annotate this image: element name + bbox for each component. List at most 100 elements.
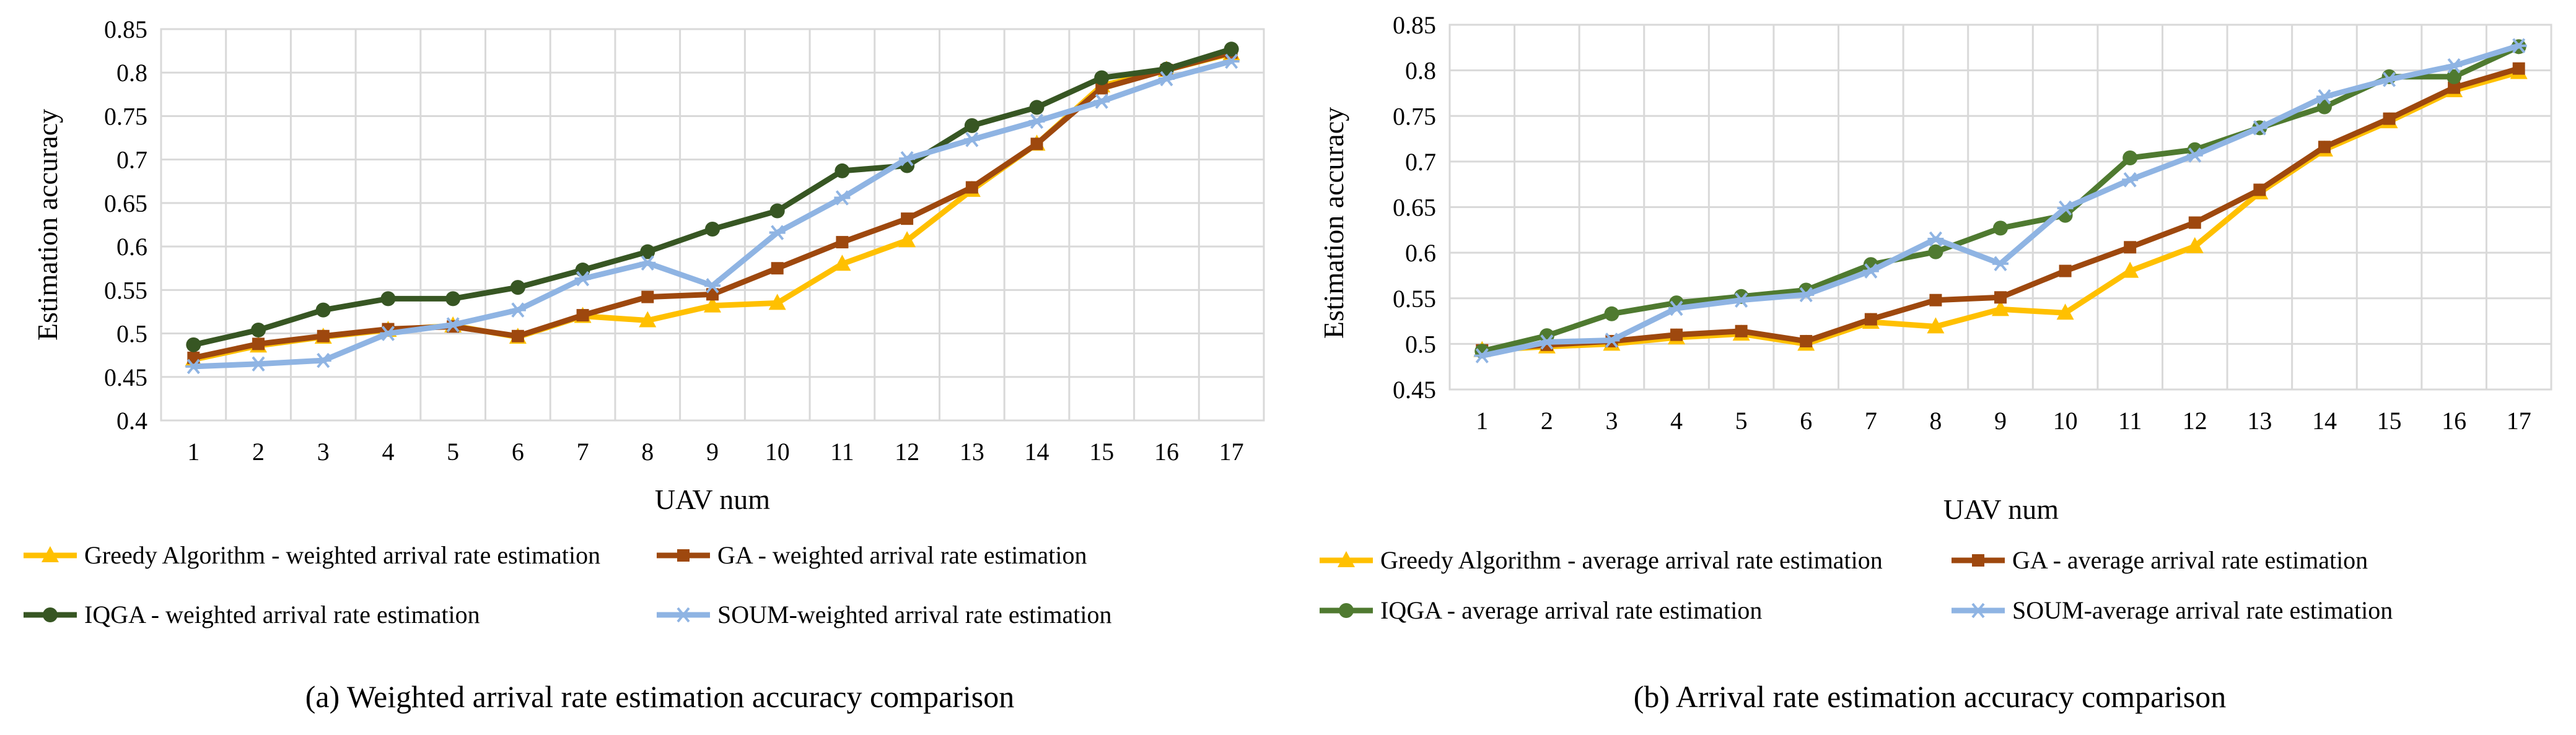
data-point-marker: [1993, 220, 2008, 235]
legend-marker: [1972, 554, 1984, 567]
y-axis-title: Estimation accuracy: [32, 109, 63, 341]
data-point-marker: [2513, 63, 2525, 75]
data-point-marker: [1159, 62, 1174, 77]
x-tick-label: 16: [2442, 407, 2466, 435]
legend-label: SOUM-average arrival rate estimation: [2012, 596, 2393, 624]
data-point-marker: [1735, 325, 1748, 337]
y-tick-label: 0.45: [104, 363, 147, 391]
x-tick-label: 11: [830, 438, 854, 466]
legend-marker: [675, 608, 691, 622]
data-point-marker: [316, 303, 331, 318]
legend-label: Greedy Algorithm - weighted arrival rate…: [84, 541, 600, 569]
legend-marker: [43, 607, 58, 622]
legend-item: SOUM-average arrival rate estimation: [1952, 596, 2393, 624]
data-point-marker: [445, 291, 460, 306]
data-point-marker: [1865, 313, 1877, 326]
x-tick-label: 1: [1476, 407, 1488, 435]
y-tick-label: 0.45: [1393, 376, 1436, 404]
x-tick-label: 17: [2507, 407, 2531, 435]
x-tick-label: 4: [382, 438, 394, 466]
data-point-marker: [1030, 100, 1045, 115]
legend-item: Greedy Algorithm - average arrival rate …: [1320, 546, 1883, 574]
y-tick-label: 0.4: [116, 407, 147, 435]
y-tick-label: 0.8: [1405, 57, 1436, 85]
y-tick-label: 0.6: [116, 233, 147, 261]
y-tick-label: 0.5: [1405, 330, 1436, 358]
data-point-marker: [2189, 217, 2201, 229]
data-point-marker: [1604, 307, 1619, 321]
data-point-marker: [2253, 184, 2266, 196]
x-tick-labels: 1 2 3 4 5 6 7 8 9 10 11 12 13 14 15 16 17: [1476, 407, 2531, 435]
x-tick-label: 11: [2118, 407, 2142, 435]
data-point-marker: [965, 118, 979, 133]
x-tick-label: 10: [765, 438, 790, 466]
y-tick-label: 0.85: [1393, 11, 1436, 39]
x-tick-label: 2: [1541, 407, 1553, 435]
x-tick-label: 9: [1994, 407, 2007, 435]
data-point-marker: [317, 330, 330, 342]
x-tick-label: 8: [1929, 407, 1942, 435]
x-tick-label: 2: [252, 438, 265, 466]
data-point-marker: [2123, 150, 2137, 165]
x-tick-label: 8: [641, 438, 654, 466]
x-tick-label: 5: [1735, 407, 1748, 435]
y-tick-label: 0.65: [1393, 194, 1436, 222]
x-tick-label: 6: [1800, 407, 1812, 435]
x-tick-label: 5: [447, 438, 459, 466]
x-tick-label: 3: [1605, 407, 1618, 435]
data-point-marker: [186, 337, 201, 352]
chart-caption: (b) Arrival rate estimation accuracy com…: [1634, 679, 2227, 714]
x-tick-label: 6: [512, 438, 524, 466]
legend: Greedy Algorithm - weighted arrival rate…: [24, 541, 1111, 628]
x-tick-label: 12: [2183, 407, 2207, 435]
x-tick-label: 10: [2053, 407, 2078, 435]
y-tick-label: 0.7: [116, 146, 147, 174]
y-tick-label: 0.75: [104, 102, 147, 130]
legend-label: IQGA - weighted arrival rate estimation: [84, 601, 480, 628]
legend-marker: [677, 549, 690, 562]
chart-caption: (a) Weighted arrival rate estimation acc…: [305, 679, 1015, 714]
legend-marker: [1970, 604, 1986, 617]
figure: 0.40.450.50.550.60.650.70.750.80.85 1234…: [0, 0, 2576, 735]
x-tick-label: 12: [895, 438, 919, 466]
data-point-marker: [1031, 137, 1043, 150]
legend-item: GA - weighted arrival rate estimation: [657, 541, 1087, 569]
data-point-marker: [705, 222, 720, 237]
legend-item: SOUM-weighted arrival rate estimation: [657, 601, 1111, 628]
data-point-marker: [966, 181, 978, 194]
legend-item: IQGA - average arrival rate estimation: [1320, 596, 1762, 624]
x-tick-labels: 1 2 3 4 5 6 7 8 9 10 11 12 13 14 15 16 17: [187, 438, 1243, 466]
data-point-marker: [2124, 241, 2136, 253]
x-tick-label: 17: [1219, 438, 1244, 466]
y-tick-label: 0.6: [1405, 239, 1436, 267]
x-tick-label: 13: [2247, 407, 2272, 435]
y-tick-label: 0.65: [104, 189, 147, 217]
legend-label: GA - average arrival rate estimation: [2012, 546, 2368, 574]
y-tick-labels: 0.4 0.45 0.5 0.55 0.6 0.65 0.7 0.75 0.8 0.85: [104, 15, 147, 435]
data-point-marker: [380, 291, 395, 306]
x-tick-label: 15: [2377, 407, 2402, 435]
x-tick-label: 14: [1025, 438, 1049, 466]
legend: Greedy Algorithm - average arrival rate …: [1320, 546, 2393, 624]
y-tick-label: 0.8: [116, 59, 147, 87]
y-tick-label: 0.75: [1393, 102, 1436, 130]
data-point-marker: [510, 280, 525, 295]
y-tick-label: 0.55: [104, 276, 147, 304]
legend-label: Greedy Algorithm - average arrival rate …: [1380, 546, 1883, 574]
data-point-marker: [577, 309, 589, 321]
x-tick-label: 1: [187, 438, 199, 466]
data-point-marker: [512, 330, 524, 342]
data-point-marker: [1929, 294, 1942, 307]
x-tick-label: 16: [1154, 438, 1179, 466]
data-point-marker: [1800, 335, 1812, 347]
data-point-marker: [1994, 291, 2007, 303]
legend-label: SOUM-weighted arrival rate estimation: [717, 601, 1111, 628]
x-tick-label: 14: [2312, 407, 2337, 435]
x-tick-label: 13: [960, 438, 984, 466]
data-point-marker: [770, 204, 785, 219]
data-point-marker: [1928, 245, 1943, 259]
x-axis-title: UAV num: [1943, 494, 2059, 525]
data-point-marker: [901, 212, 913, 225]
